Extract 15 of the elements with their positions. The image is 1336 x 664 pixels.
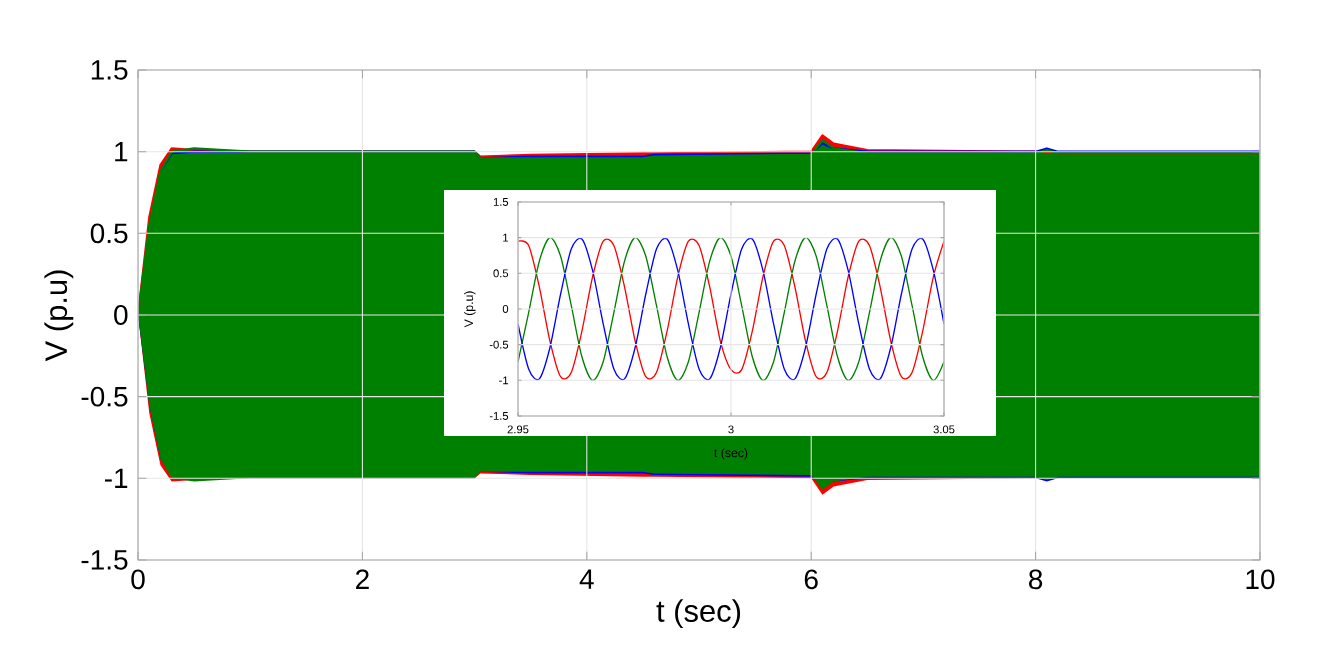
x-tick-label: 0	[131, 569, 145, 590]
y-tick-label: -0.5	[81, 386, 128, 407]
x-axis-title: t (sec)	[656, 599, 741, 629]
x-tick-label: 8	[1029, 569, 1043, 590]
x-tick-label: 2	[356, 569, 369, 589]
y-tick-label: 0.5	[90, 223, 128, 244]
y-axis-title: V (p.u)	[44, 270, 74, 362]
y-tick-label: 0	[114, 305, 128, 325]
y-tick-label: 1.5	[91, 60, 128, 80]
x-tick-label: 6	[804, 569, 818, 590]
x-tick-label: 4	[579, 569, 594, 589]
y-tick-label: -1	[104, 468, 128, 488]
y-tick-label: 1	[115, 142, 128, 162]
y-tick-label: -1.5	[81, 550, 128, 570]
x-tick-label: 10	[1246, 569, 1275, 590]
